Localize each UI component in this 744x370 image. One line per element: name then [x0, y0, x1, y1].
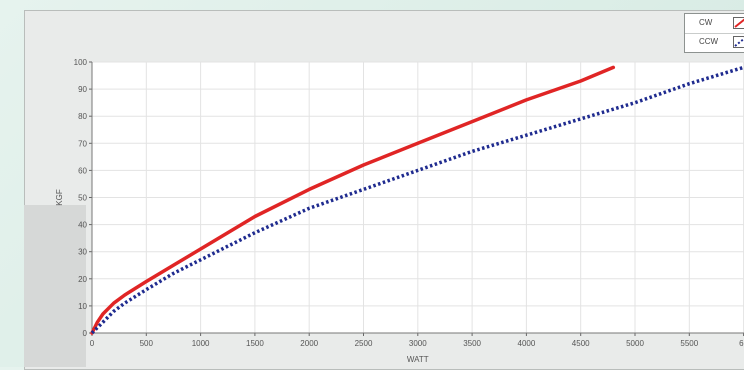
- y-tick-label: 100: [74, 58, 88, 67]
- x-tick-label: 4500: [572, 339, 590, 348]
- legend-line-ccw: [734, 37, 744, 47]
- y-tick-label: 70: [78, 139, 87, 148]
- y-tick-label: 10: [78, 302, 87, 311]
- series-line-cw: [90, 65, 616, 335]
- y-tick-label: 50: [78, 194, 87, 203]
- x-axis-title: WATT: [407, 355, 429, 364]
- x-tick-label: 3000: [409, 339, 427, 348]
- legend-label-cw: CW: [699, 18, 713, 27]
- x-tick-label: 1000: [192, 339, 210, 348]
- side-panel-shade: [24, 205, 86, 367]
- x-tick-label: 3500: [463, 339, 481, 348]
- legend-label-ccw: CCW: [699, 37, 719, 46]
- x-tick-label: 0: [90, 339, 95, 348]
- y-tick-label: 80: [78, 112, 87, 121]
- series-line-ccw: [90, 65, 744, 335]
- x-tick-label: 500: [140, 339, 154, 348]
- y-tick-label: 30: [78, 248, 87, 257]
- x-tick-label: 2000: [300, 339, 318, 348]
- x-tick-label: 2500: [355, 339, 373, 348]
- y-tick-label: 90: [78, 85, 87, 94]
- legend-line-cw: [734, 18, 744, 28]
- legend-item-cw: CW: [685, 14, 744, 34]
- y-tick-label: 0: [83, 329, 88, 338]
- x-tick-label: 60: [739, 339, 744, 348]
- y-tick-label: 60: [78, 166, 87, 175]
- y-tick-label: 40: [78, 221, 87, 230]
- y-axis-title: KGF: [55, 189, 64, 206]
- x-tick-label: 5500: [680, 339, 698, 348]
- x-tick-label: 4000: [518, 339, 536, 348]
- x-tick-label: 5000: [626, 339, 644, 348]
- legend-swatch-ccw: [733, 36, 744, 48]
- x-tick-label: 1500: [246, 339, 264, 348]
- legend-swatch-cw: [733, 17, 744, 29]
- y-tick-label: 20: [78, 275, 87, 284]
- legend: CW CCW: [684, 13, 744, 53]
- legend-item-ccw: CCW: [685, 33, 744, 52]
